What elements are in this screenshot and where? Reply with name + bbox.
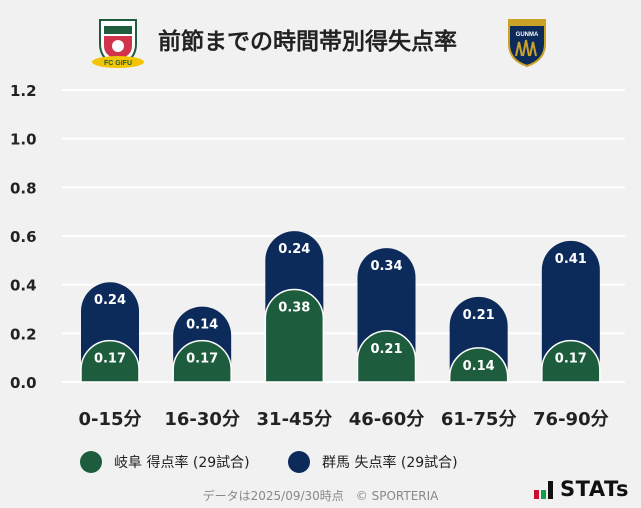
legend-conceded: 群馬 失点率 (29試合): [288, 450, 458, 474]
scored-value-label: 0.14: [463, 359, 495, 374]
scored-bar: [80, 339, 140, 383]
conceded-value-label: 0.24: [278, 242, 310, 257]
conceded-value-label: 0.34: [370, 259, 402, 274]
scored-bar: [356, 330, 417, 383]
chart-title: 前節までの時間帯別得失点率: [158, 29, 457, 55]
thespa-gunma-crest-icon: GUNMA: [508, 19, 546, 68]
scored-bar: [448, 347, 509, 383]
x-category-label: 61-75分: [441, 409, 517, 430]
conceded-value-label: 0.41: [555, 252, 587, 267]
legend-scored-label: 岐阜 得点率 (29試合): [114, 455, 250, 471]
gifu-logo-text: FC GIFU: [104, 60, 132, 67]
legend-scored: 岐阜 得点率 (29試合): [80, 450, 250, 474]
y-tick-label: 0.0: [10, 374, 37, 392]
bar-chart: 0.0 0.2 0.4 0.6 0.8 1.0 1.2 0.24 0.17 0-15分 0.14 0.…: [10, 82, 625, 430]
scored-value-label: 0.17: [555, 352, 587, 367]
y-tick-label: 0.6: [10, 228, 37, 246]
x-category-label: 46-60分: [349, 409, 425, 430]
legend-scored-swatch: [80, 451, 102, 473]
y-tick-label: 0.8: [10, 179, 37, 197]
scored-value-label: 0.17: [186, 352, 218, 367]
x-category-label: 31-45分: [257, 409, 333, 430]
x-category-label: 16-30分: [164, 409, 240, 430]
fc-gifu-crest-icon: FC GIFU: [92, 19, 144, 68]
legend-conceded-swatch: [288, 451, 310, 473]
scored-bar: [264, 288, 325, 383]
data-date-footer: データは2025/09/30時点 © SPORTERIA: [202, 489, 439, 503]
x-category-label: 0-15分: [78, 409, 141, 430]
y-tick-label: 0.4: [10, 277, 37, 295]
stats-bars-icon: [534, 479, 555, 499]
y-tick-label: 0.2: [10, 325, 37, 343]
scored-value-label: 0.21: [370, 342, 402, 357]
y-tick-label: 1.2: [10, 82, 37, 100]
conceded-value-label: 0.21: [463, 308, 495, 323]
stats-brand-text: STATs: [560, 477, 629, 501]
conceded-value-label: 0.14: [186, 318, 218, 333]
x-category-label: 76-90分: [533, 409, 609, 430]
y-tick-label: 1.0: [10, 131, 37, 149]
gunma-logo-text: GUNMA: [516, 32, 539, 38]
scored-value-label: 0.17: [94, 352, 126, 367]
scored-bar: [541, 339, 601, 383]
legend-conceded-label: 群馬 失点率 (29試合): [322, 455, 458, 471]
conceded-value-label: 0.24: [94, 293, 126, 308]
scored-value-label: 0.38: [278, 301, 310, 316]
scored-bar: [172, 339, 232, 383]
stats-logo: STATs: [534, 477, 629, 501]
